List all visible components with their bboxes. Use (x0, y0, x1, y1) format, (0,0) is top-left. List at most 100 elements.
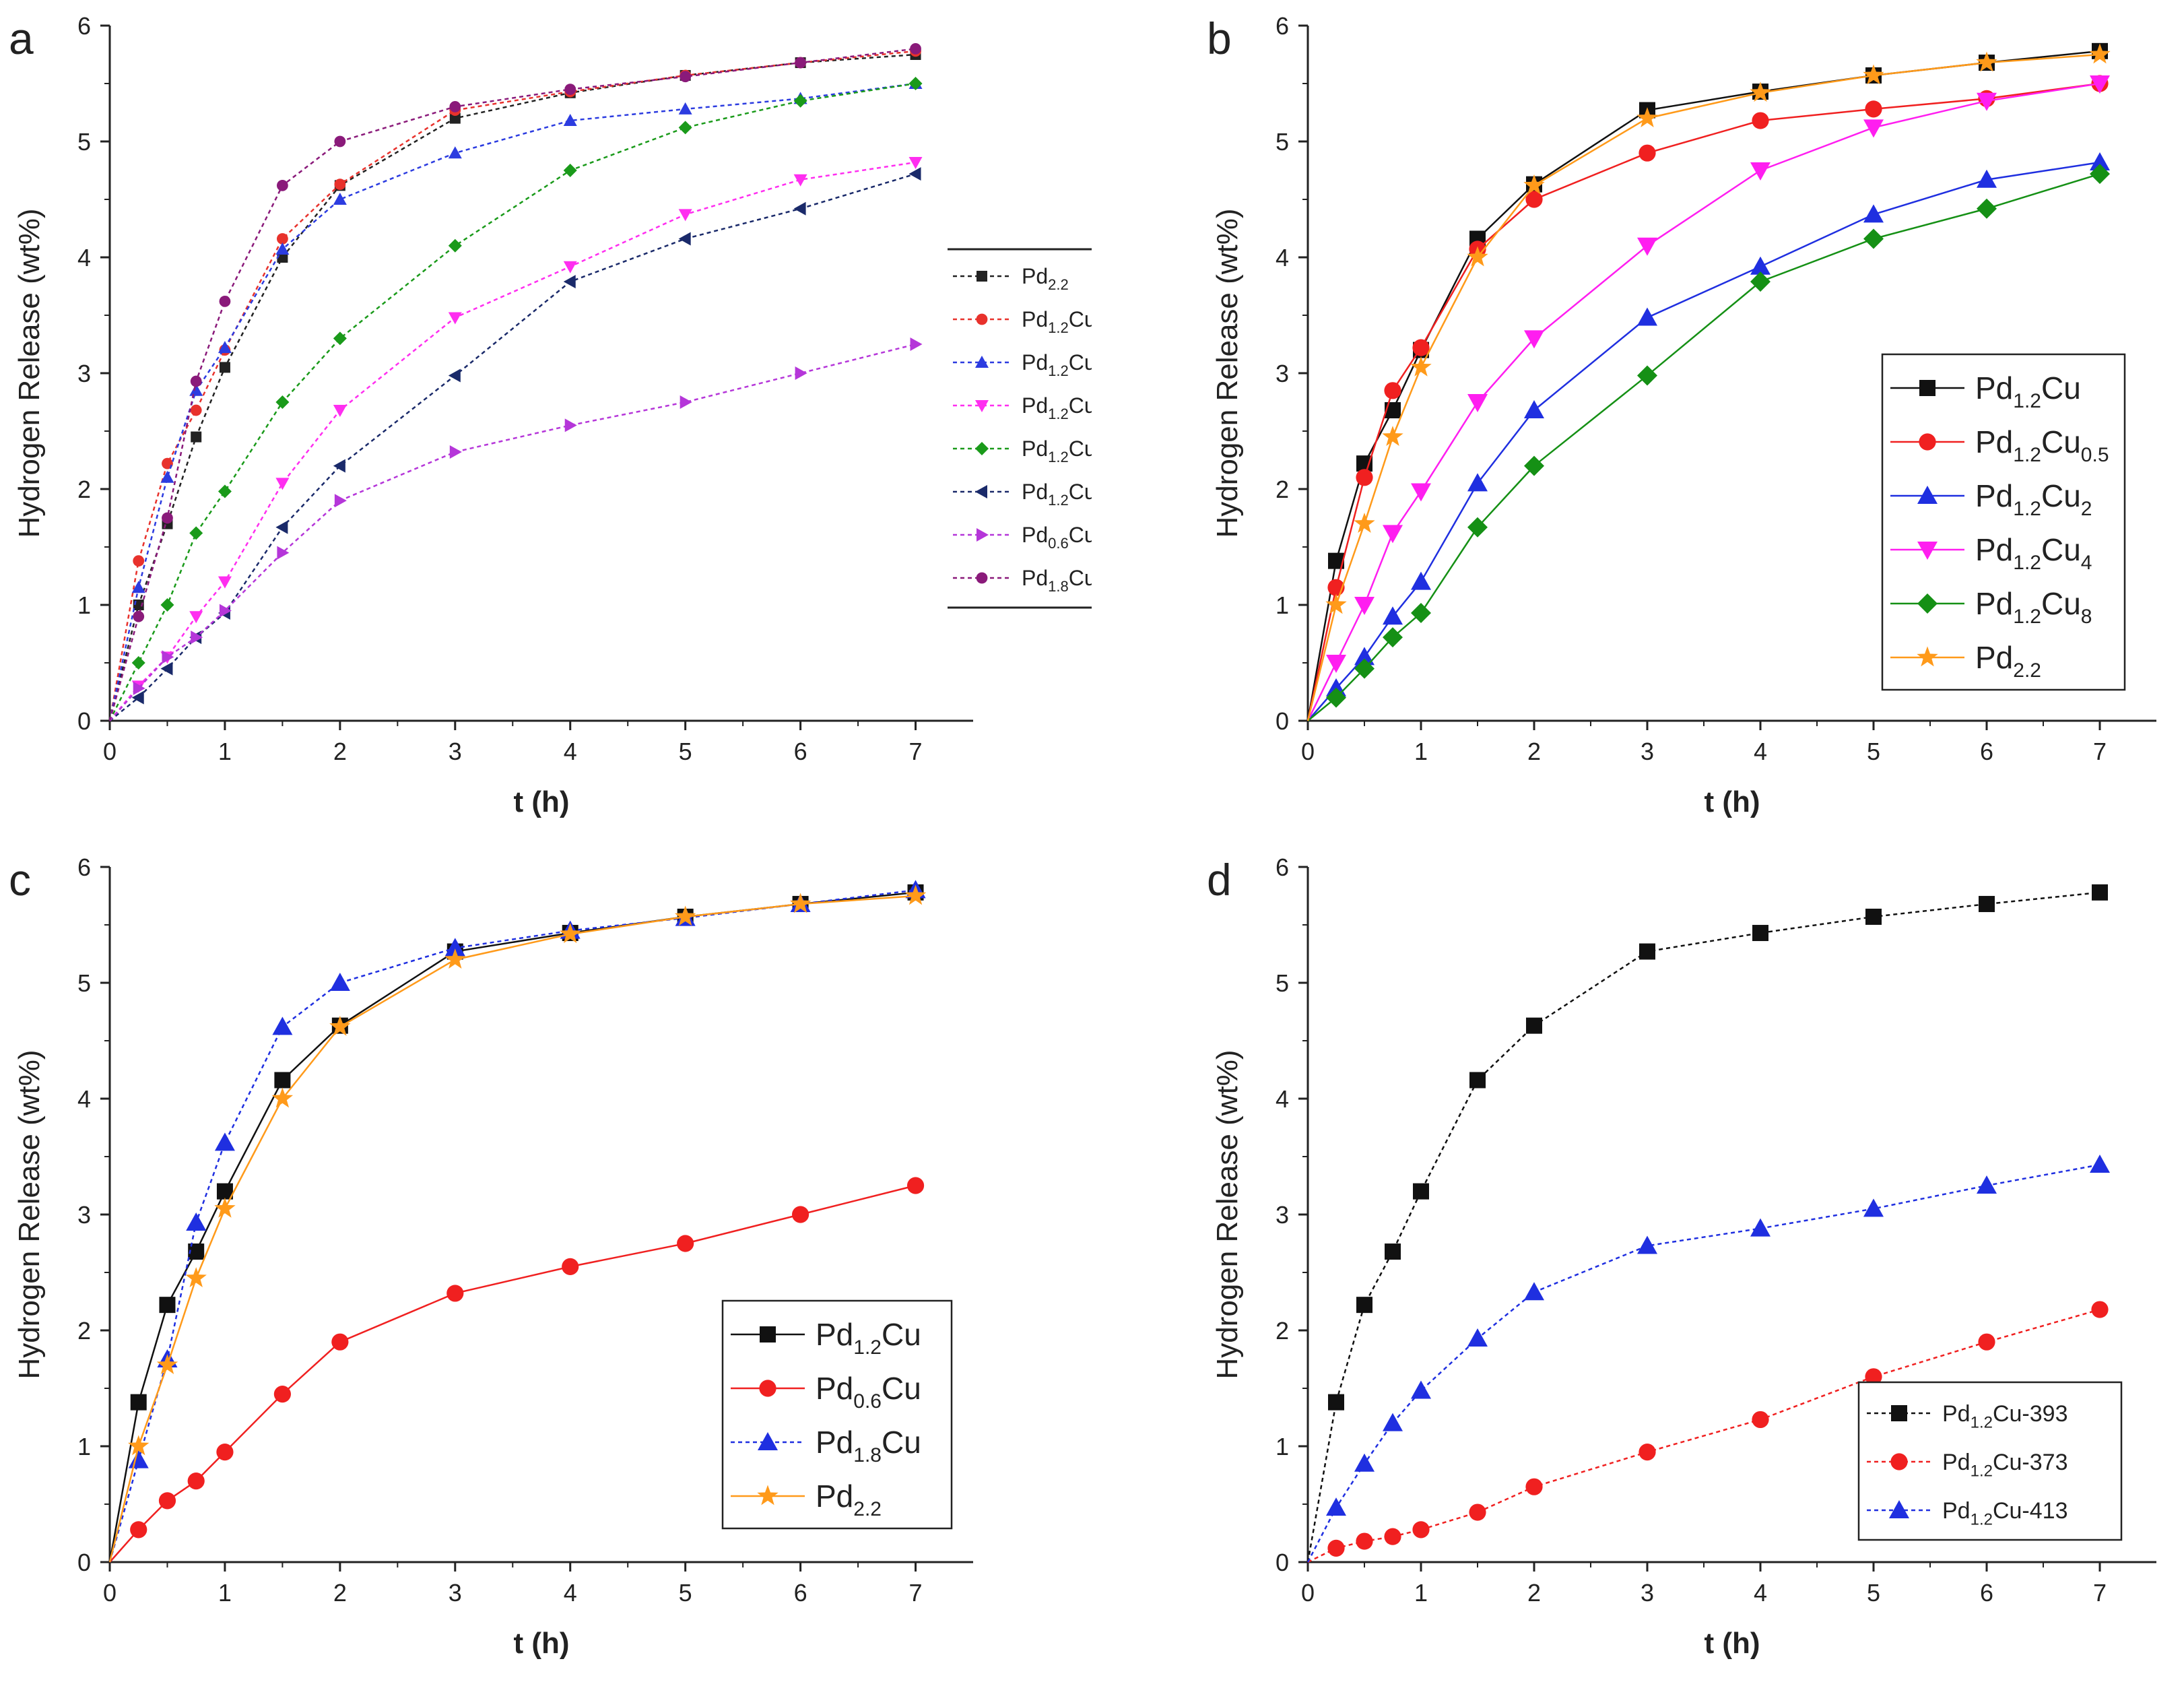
x-tick-label: 6 (1980, 738, 1993, 765)
data-point (275, 242, 290, 255)
data-point (2090, 152, 2110, 170)
data-point (449, 112, 461, 124)
data-point (1383, 1413, 1403, 1431)
data-point (1752, 112, 1769, 129)
data-point (130, 1521, 147, 1539)
data-point (277, 179, 288, 191)
data-point (1750, 82, 1771, 102)
y-tick-label: 2 (1276, 1317, 1289, 1345)
series-3 (108, 884, 927, 1563)
data-point (133, 610, 145, 622)
legend-marker (759, 1380, 776, 1397)
data-point (2092, 884, 2108, 901)
data-point (1412, 339, 1430, 356)
data-point (1356, 1532, 1373, 1550)
series-line (108, 82, 916, 721)
legend-marker (1917, 593, 1938, 614)
data-point (334, 135, 346, 148)
data-point (1467, 1328, 1488, 1347)
series-line (1306, 82, 2100, 721)
y-tick-label: 3 (77, 1201, 91, 1229)
series-0 (1306, 884, 2108, 1563)
data-point (128, 1435, 150, 1456)
x-tick-label: 3 (1641, 738, 1654, 765)
y-tick-label: 2 (1276, 476, 1289, 503)
x-tick-label: 5 (1867, 738, 1880, 765)
data-point (131, 690, 144, 705)
data-point (1637, 307, 1657, 326)
data-point (563, 275, 576, 289)
data-point (908, 167, 921, 181)
series-7 (108, 43, 921, 721)
legend-marker (1917, 646, 1938, 667)
legend-marker (975, 485, 987, 498)
data-point (1863, 204, 1884, 223)
data-point (2091, 1301, 2109, 1318)
chart-panel-a: 0 1 2 3 4 5 6 7 0 1 2 3 4 5 6 t (h) Hydrogen Release (wt… (0, 0, 1092, 841)
data-point (678, 102, 692, 115)
data-point (219, 604, 232, 618)
legend-label: Pd1.2Cu8 (1022, 480, 1092, 509)
data-point (128, 1450, 149, 1468)
data-point (1752, 1411, 1769, 1429)
data-point (1467, 394, 1488, 412)
data-point (1977, 198, 1997, 219)
data-point (1865, 100, 1882, 118)
data-point (130, 1394, 147, 1411)
y-tick-label: 4 (1276, 244, 1289, 271)
data-point (563, 261, 577, 273)
chart-d-svg: 0 1 2 3 4 5 6 7 0 1 2 3 4 5 6 t (h) Hydrogen Release (wt… (1207, 853, 2156, 1660)
legend-marker (1891, 1405, 1907, 1421)
x-tick-label: 2 (333, 738, 347, 765)
data-point (680, 71, 692, 83)
data-point (910, 43, 921, 55)
legend-marker (1917, 542, 1938, 560)
data-point (908, 77, 923, 90)
y-axis-title: Hydrogen Release (wt%) (13, 208, 46, 538)
data-point (1979, 896, 1995, 913)
x-tick-label: 7 (909, 1579, 923, 1607)
data-point (1467, 473, 1488, 492)
data-point (560, 923, 581, 944)
series-line (108, 50, 916, 721)
data-point (214, 1132, 235, 1151)
data-point (273, 1386, 291, 1403)
data-point (1328, 1394, 1344, 1411)
legend-marker (1919, 380, 1935, 396)
x-axis-title: t (h) (513, 785, 569, 818)
legend-label: Pd2.2 (816, 1479, 882, 1520)
x-tick-label: 4 (564, 738, 577, 765)
data-point (1383, 525, 1403, 544)
legend-label: Pd0.6Cu (816, 1371, 921, 1413)
data-point (1863, 64, 1884, 85)
x-tick-label: 0 (103, 1579, 117, 1607)
series-line (108, 895, 916, 1563)
data-point (1524, 400, 1544, 419)
data-point (1469, 1503, 1486, 1521)
data-point (678, 121, 692, 135)
x-tick-label: 5 (679, 738, 692, 765)
data-point (162, 650, 174, 664)
data-point (1411, 571, 1431, 590)
data-point (160, 470, 174, 483)
data-point (1411, 483, 1431, 502)
data-point (1637, 365, 1657, 386)
series-4 (108, 77, 923, 721)
data-point (680, 395, 692, 409)
data-point (275, 395, 290, 409)
data-point (1637, 237, 1657, 256)
data-point (1639, 943, 1655, 960)
data-point (448, 312, 462, 325)
series-2 (1306, 1155, 2110, 1563)
legend: Pd2.2 Pd1.2Cu Pd1.2Cu0.5 Pd1.2Cu2 Pd1.2Cu4 Pd… (948, 248, 1092, 609)
series-line (108, 48, 916, 721)
data-point (444, 948, 466, 969)
data-point (564, 84, 576, 95)
data-point (1639, 144, 1656, 162)
series-line (109, 172, 916, 721)
data-point (449, 445, 462, 459)
data-point (1410, 356, 1432, 377)
y-tick-label: 4 (1276, 1085, 1289, 1113)
data-point (562, 1258, 579, 1275)
series-6 (109, 337, 923, 721)
